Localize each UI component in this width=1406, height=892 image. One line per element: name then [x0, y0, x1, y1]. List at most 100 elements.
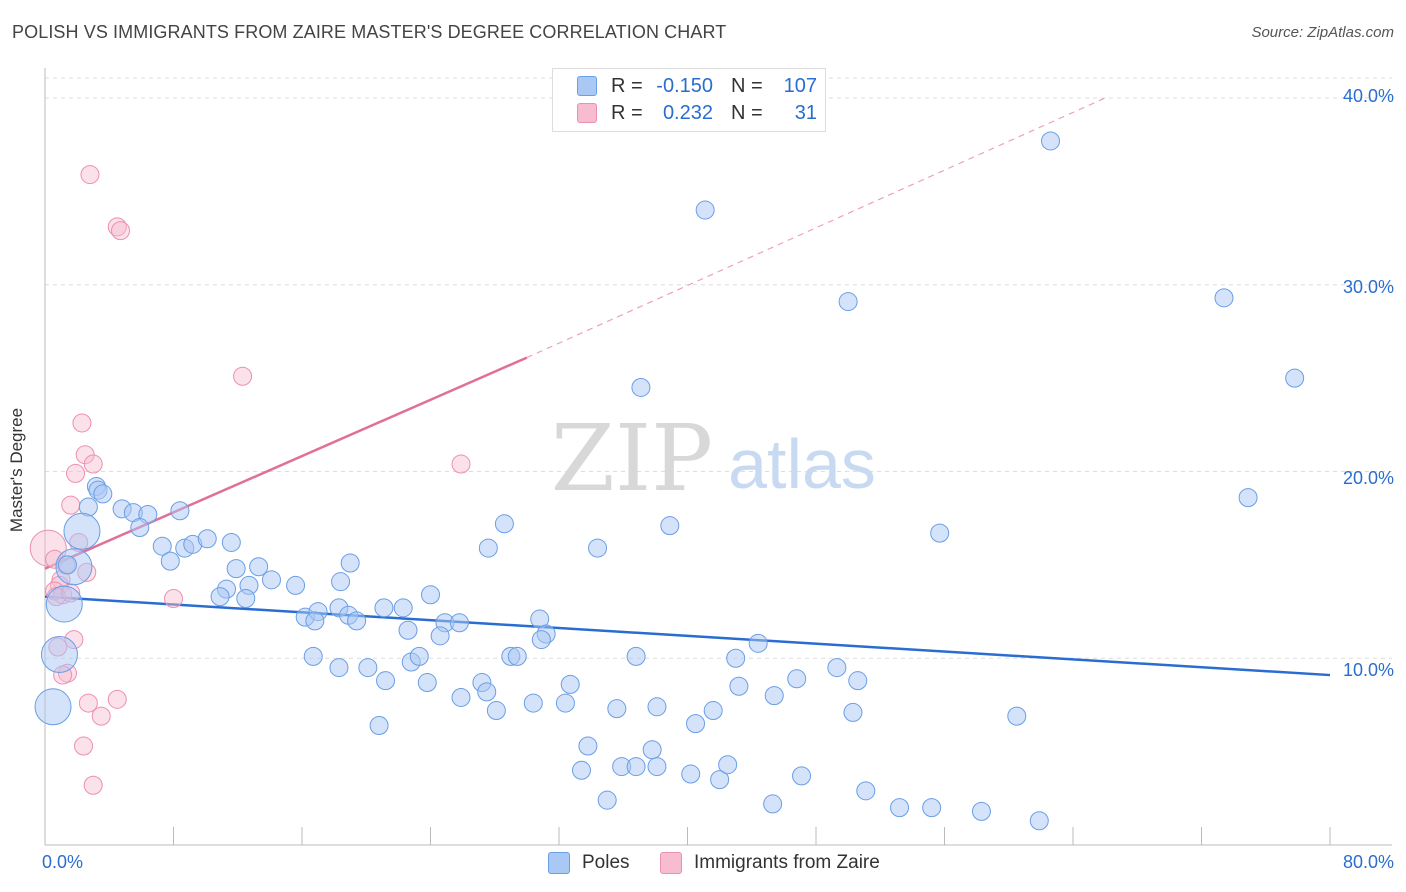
legend-swatch-zaire [577, 103, 597, 123]
y-tick-10: 10.0% [1342, 660, 1394, 680]
poles-point [571, 760, 591, 780]
zaire-point [61, 495, 81, 515]
poles-point [478, 538, 498, 558]
legend-n-value: 31 [794, 101, 817, 124]
chart-title: POLISH VS IMMIGRANTS FROM ZAIRE MASTER'S… [12, 22, 727, 42]
poles-point [523, 693, 543, 713]
poles-point [40, 636, 78, 674]
poles-point [681, 764, 701, 784]
poles-point [451, 687, 471, 707]
poles-point [1238, 488, 1258, 508]
poles-point [340, 553, 360, 573]
y-tick-30: 30.0% [1342, 277, 1394, 297]
legend-r-value: -0.150 [656, 74, 713, 97]
poles-point [838, 292, 858, 312]
y-axis-label: Master's Degree [7, 407, 26, 533]
legend-swatch-poles [577, 76, 597, 96]
x-tick-max: 80.0% [1342, 852, 1394, 872]
poles-point [695, 200, 715, 220]
y-tick-20: 20.0% [1342, 468, 1394, 488]
zaire-point [110, 221, 130, 241]
zaire-point [78, 693, 98, 713]
poles-point [249, 557, 269, 577]
poles-point [221, 532, 241, 552]
poles-point [449, 613, 469, 633]
poles-point [152, 536, 172, 556]
poles-point [787, 669, 807, 689]
zaire-point [451, 454, 471, 474]
poles-point [642, 740, 662, 760]
bottom-legend-swatch-zaire [660, 852, 682, 874]
poles-point [729, 676, 749, 696]
poles-point [417, 673, 437, 693]
poles-point [57, 555, 77, 575]
source-label: Source: ZipAtlas.com [1251, 24, 1394, 41]
zaire-point [91, 706, 111, 726]
zaire-point [107, 217, 127, 237]
poles-point [130, 518, 150, 538]
poles-point [856, 781, 876, 801]
zaire-point [83, 775, 103, 795]
poles-point [329, 658, 349, 678]
poles-point [631, 377, 651, 397]
zaire-point [107, 689, 127, 709]
poles-point [197, 529, 217, 549]
poles-point [560, 674, 580, 694]
bottom-legend-label-poles: Poles [582, 852, 630, 873]
poles-point [358, 658, 378, 678]
poles-point [848, 671, 868, 691]
legend-r-value: 0.232 [662, 101, 713, 124]
poles-point [763, 794, 783, 814]
zaire-point [72, 413, 92, 433]
bottom-legend-zaire: Immigrants from Zaire [660, 852, 880, 874]
poles-point [305, 611, 325, 631]
zaire-trend-line [44, 356, 528, 570]
poles-point [827, 658, 847, 678]
legend-r-label: R = [611, 74, 643, 97]
axes [44, 68, 1392, 846]
poles-point [555, 693, 575, 713]
poles-point [1285, 368, 1305, 388]
poles-point [1029, 811, 1049, 831]
poles-point [922, 798, 942, 818]
poles-point [226, 559, 246, 579]
y-tick-40: 40.0% [1342, 86, 1394, 106]
poles-point [792, 766, 812, 786]
poles-point [398, 620, 418, 640]
poles-trend-line [44, 595, 1331, 677]
poles-point [430, 626, 450, 646]
poles-point [726, 648, 746, 668]
poles-point [843, 702, 863, 722]
poles-point [369, 715, 389, 735]
poles-point [597, 790, 617, 810]
zaire-point [66, 463, 86, 483]
poles-point [210, 587, 230, 607]
poles-point [748, 633, 768, 653]
zaire-point [80, 165, 100, 185]
poles-point [647, 697, 667, 717]
poles-point [764, 686, 784, 706]
poles-point [393, 598, 413, 618]
poles-point [160, 551, 180, 571]
poles-point [303, 646, 323, 666]
zaire-point [83, 454, 103, 474]
poles-point [494, 514, 514, 534]
poles-point [971, 801, 991, 821]
legend-row-poles: R = -0.150 N = 107 [577, 73, 817, 99]
poles-point [647, 757, 667, 777]
data-points [29, 131, 1305, 831]
poles-point [703, 701, 723, 721]
poles-point [1214, 288, 1234, 308]
bottom-legend-swatch-poles [548, 852, 570, 874]
poles-point [607, 699, 627, 719]
bottom-legend-poles: Poles [548, 852, 630, 874]
watermark: ZIP atlas [551, 405, 876, 512]
poles-point [331, 572, 351, 592]
poles-point [710, 770, 730, 790]
poles-point [660, 516, 680, 536]
legend-n-label: N = [731, 101, 763, 124]
poles-point [531, 630, 551, 650]
poles-point [93, 484, 113, 504]
zaire-point [233, 366, 253, 386]
